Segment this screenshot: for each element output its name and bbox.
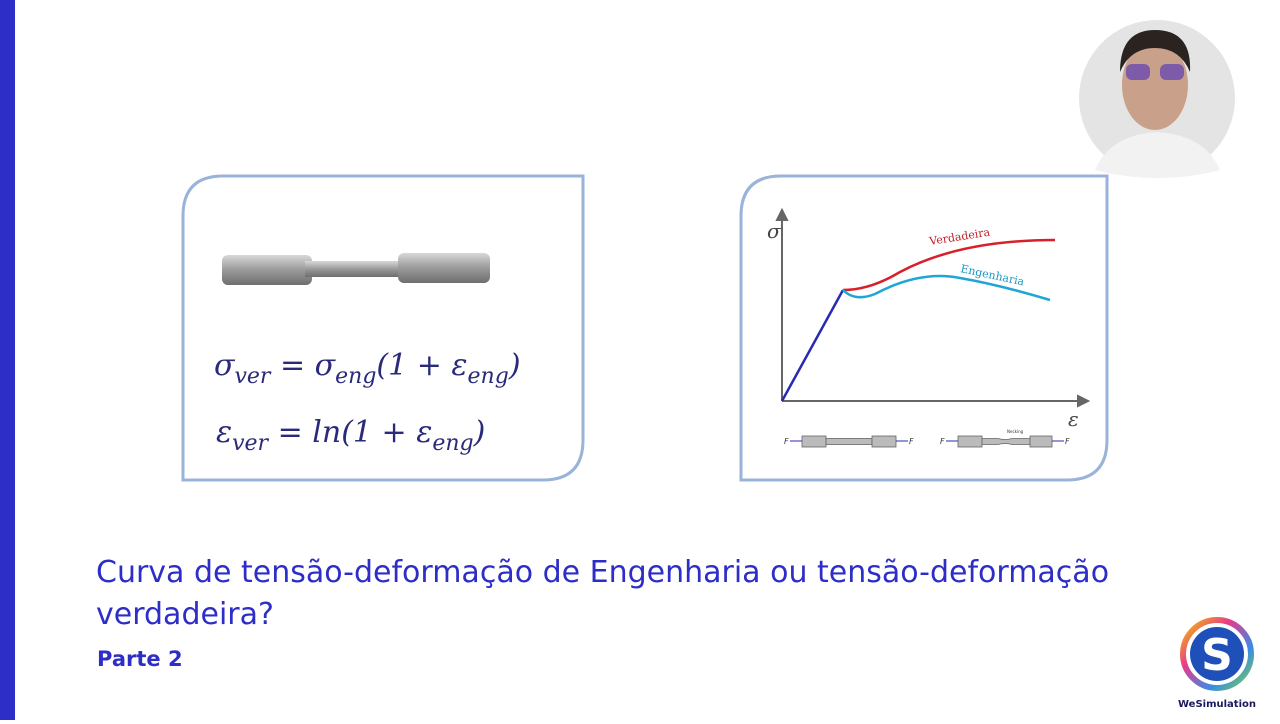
formula-subscript: ver xyxy=(234,364,271,389)
subtitle: Parte 2 xyxy=(97,647,183,671)
x-axis-label: ε xyxy=(1068,407,1079,431)
diagram-card xyxy=(739,174,1109,482)
force-label: F xyxy=(1065,437,1070,446)
true-curve xyxy=(842,238,1056,292)
side-bar xyxy=(0,0,15,720)
formula-part: ) xyxy=(508,348,521,383)
formula-part: σ xyxy=(214,348,236,383)
y-axis-label: σ xyxy=(767,219,782,243)
formula: σver = σeng(1 + εeng) xyxy=(214,348,521,389)
necking-label: Necking xyxy=(1007,429,1024,434)
logo-text: WeSimulation xyxy=(1178,699,1256,710)
formula-part: (1 + ε xyxy=(376,348,467,383)
title: Curva de tensão-deformação de Engenharia… xyxy=(96,555,1109,632)
force-label: F xyxy=(784,437,789,446)
formula-part: = ln(1 + ε xyxy=(268,415,432,450)
axes xyxy=(775,207,1091,408)
elastic-line xyxy=(780,289,845,402)
formula-part: ) xyxy=(473,415,486,450)
formula-card xyxy=(181,174,585,482)
webcam xyxy=(1079,20,1235,178)
specimen-small xyxy=(801,435,1053,448)
formula-subscript: ver xyxy=(232,431,269,456)
formula-part: ε xyxy=(216,415,232,450)
formula: εver = ln(1 + εeng) xyxy=(216,415,485,456)
formula-part: = σ xyxy=(270,348,336,383)
formula-subscript: eng xyxy=(468,364,509,389)
formula-subscript: eng xyxy=(335,364,376,389)
logo-letter: S xyxy=(1201,630,1233,681)
eng-curve xyxy=(842,274,1051,302)
specimen xyxy=(222,253,490,285)
logo-disc xyxy=(1190,627,1244,681)
formula-subscript: eng xyxy=(432,431,473,456)
force-label: F xyxy=(909,437,914,446)
logo-ring xyxy=(1180,617,1254,691)
force-label: F xyxy=(940,437,945,446)
